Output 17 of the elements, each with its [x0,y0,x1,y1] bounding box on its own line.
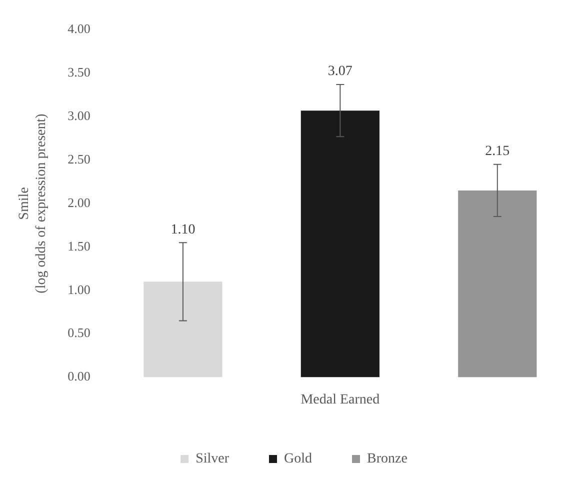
data-label: 3.07 [328,64,352,80]
data-label: 1.10 [170,222,196,238]
legend-label: Gold [284,452,312,467]
y-tick-label: 1.00 [68,282,90,297]
legend-label: Silver [196,452,230,467]
y-tick-label: 2.50 [68,151,90,166]
y-axis-title: Smile (log odds of expression present) [17,113,49,294]
legend-label: Bronze [367,452,408,467]
data-label: 2.15 [485,144,510,160]
y-tick-label: 0.50 [68,325,90,340]
y-tick-label: 2.00 [68,194,90,210]
y-tick-label: 1.50 [68,238,90,254]
y-tick-label: 3.00 [68,108,90,124]
y-tick-label: 0.00 [68,368,90,384]
x-axis-title: Medal Earned [300,392,380,408]
y-tick-label: 4.00 [68,21,90,36]
y-tick-label: 3.50 [68,64,90,80]
